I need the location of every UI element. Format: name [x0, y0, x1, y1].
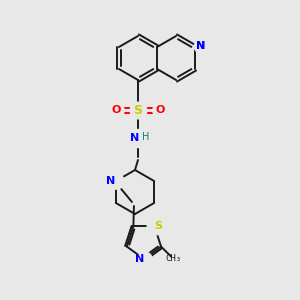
Text: N: N [196, 41, 205, 51]
Text: H: H [142, 132, 150, 142]
Text: N: N [130, 133, 140, 143]
Text: CH₃: CH₃ [165, 254, 181, 263]
Text: S: S [134, 103, 142, 116]
Text: S: S [154, 221, 163, 231]
Text: N: N [196, 41, 205, 51]
Text: O: O [155, 105, 165, 115]
Text: N: N [135, 254, 145, 264]
Text: O: O [111, 105, 121, 115]
Text: N: N [106, 176, 116, 186]
